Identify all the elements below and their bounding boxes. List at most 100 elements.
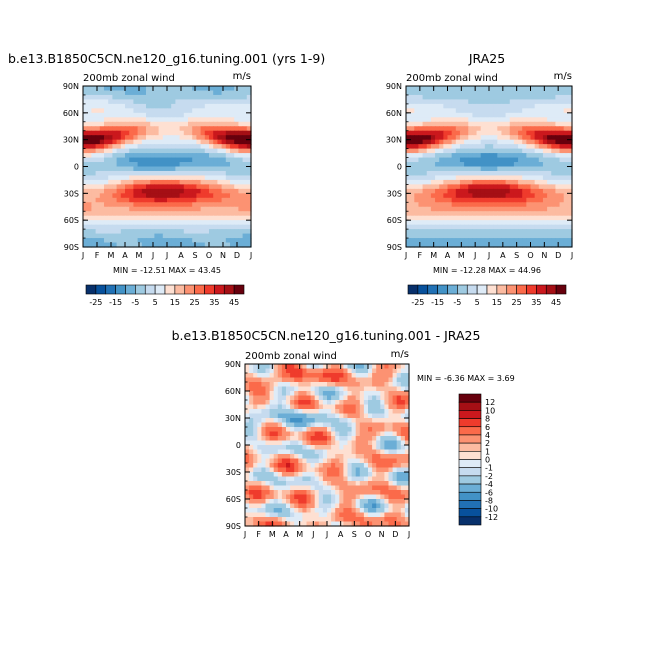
field-cell (388, 463, 394, 469)
field-cell (563, 179, 569, 185)
field-cell (154, 135, 160, 141)
field-cell (188, 157, 193, 163)
field-cell (245, 391, 250, 397)
field-cell (455, 224, 461, 230)
field-cell (396, 427, 402, 433)
field-cell (273, 364, 279, 370)
field-cell (372, 436, 377, 442)
field-cell (242, 233, 248, 239)
field-cell (392, 391, 398, 397)
field-cell (451, 166, 457, 172)
field-cell (286, 395, 291, 401)
field-cell (392, 418, 398, 424)
field-cell (277, 409, 283, 415)
field-cell (404, 400, 410, 406)
field-cell (422, 184, 428, 190)
field-cell (261, 436, 267, 442)
field-cell (435, 184, 440, 190)
field-cell (505, 233, 511, 239)
field-cell (196, 108, 202, 114)
field-cell (404, 472, 410, 478)
field-cell (306, 485, 312, 491)
field-cell (99, 193, 105, 199)
field-cell (567, 229, 573, 235)
field-cell (327, 422, 332, 428)
field-cell (302, 377, 308, 383)
field-cell (493, 157, 498, 163)
field-cell (108, 220, 113, 226)
field-cell (286, 494, 291, 500)
field-cell (209, 220, 214, 226)
field-cell (559, 112, 565, 118)
field-cell (480, 184, 486, 190)
field-cell (447, 215, 453, 221)
field-cell (327, 418, 332, 424)
field-cell (167, 112, 172, 118)
field-cell (298, 463, 303, 469)
field-cell (196, 130, 202, 136)
field-cell (388, 386, 394, 392)
field-cell (505, 220, 511, 226)
field-cell (509, 215, 515, 221)
field-cell (518, 139, 523, 145)
field-cell (468, 188, 473, 194)
field-cell (530, 175, 536, 181)
field-cell (547, 220, 552, 226)
field-cell (318, 494, 324, 500)
field-cell (104, 179, 109, 185)
field-cell (410, 99, 415, 105)
field-cell (249, 481, 254, 487)
colorbar-swatch (85, 284, 97, 295)
field-cell (530, 103, 536, 109)
field-cell (99, 215, 105, 221)
field-cell (91, 202, 97, 208)
y-tick-label: 60N (386, 109, 402, 118)
field-cell (542, 86, 548, 92)
field-cell (343, 521, 349, 527)
field-cell (505, 238, 511, 244)
field-cell (302, 517, 308, 523)
field-cell (314, 476, 320, 482)
field-cell (359, 364, 365, 370)
field-cell (551, 202, 556, 208)
field-cell (351, 458, 357, 464)
field-cell (230, 193, 235, 199)
field-cell (204, 144, 210, 150)
field-cell (141, 188, 147, 194)
field-cell (310, 517, 316, 523)
field-cell (480, 153, 486, 159)
field-cell (249, 503, 254, 509)
field-cell (484, 117, 490, 123)
field-cell (384, 440, 390, 446)
field-cell (384, 467, 390, 473)
field-cell (400, 503, 406, 509)
field-cell (327, 431, 332, 437)
field-cell (422, 94, 428, 101)
field-cell (154, 121, 160, 127)
field-cell (447, 193, 453, 199)
field-cell (522, 94, 527, 101)
field-cell (404, 395, 410, 401)
field-cell (551, 130, 556, 136)
field-cell (327, 481, 332, 487)
field-cell (91, 206, 97, 212)
field-cell (286, 517, 291, 523)
field-cell (567, 175, 573, 181)
field-cell (179, 139, 185, 145)
field-cell (567, 206, 573, 212)
field-cell (225, 144, 231, 150)
field-cell (112, 148, 118, 154)
field-cell (559, 108, 565, 114)
field-cell (472, 229, 478, 235)
field-cell (363, 485, 369, 491)
field-cell (257, 404, 262, 410)
field-cell (472, 90, 478, 96)
field-cell (238, 139, 244, 145)
field-cell (112, 233, 118, 239)
field-cell (484, 166, 490, 172)
field-cell (314, 391, 320, 397)
field-cell (162, 153, 168, 159)
field-cell (343, 427, 349, 433)
field-cell (175, 175, 181, 181)
field-cell (447, 233, 453, 239)
